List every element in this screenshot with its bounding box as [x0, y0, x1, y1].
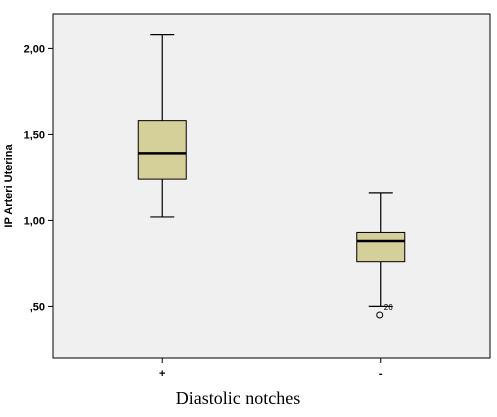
y-tick-label: 1,00 [24, 215, 45, 227]
x-tick-label: + [159, 368, 165, 380]
y-tick-label: ,50 [30, 301, 45, 313]
y-tick-label: 1,50 [24, 129, 45, 141]
x-tick-label: - [379, 368, 383, 380]
y-axis: ,50 1,00 1,50 2,00 [24, 43, 53, 313]
box-group: 26 [137, 34, 406, 319]
outlier-point [376, 311, 384, 319]
plot-area [52, 13, 491, 359]
box-iqr [137, 120, 187, 180]
y-tick-label: 2,00 [24, 43, 45, 55]
outlier-label: 26 [384, 303, 393, 312]
x-axis-label: Diastolic notches [176, 388, 300, 408]
y-axis-label: IP Arteri Uterina [3, 144, 15, 228]
box-iqr [356, 231, 406, 263]
x-axis: + - [159, 358, 383, 380]
